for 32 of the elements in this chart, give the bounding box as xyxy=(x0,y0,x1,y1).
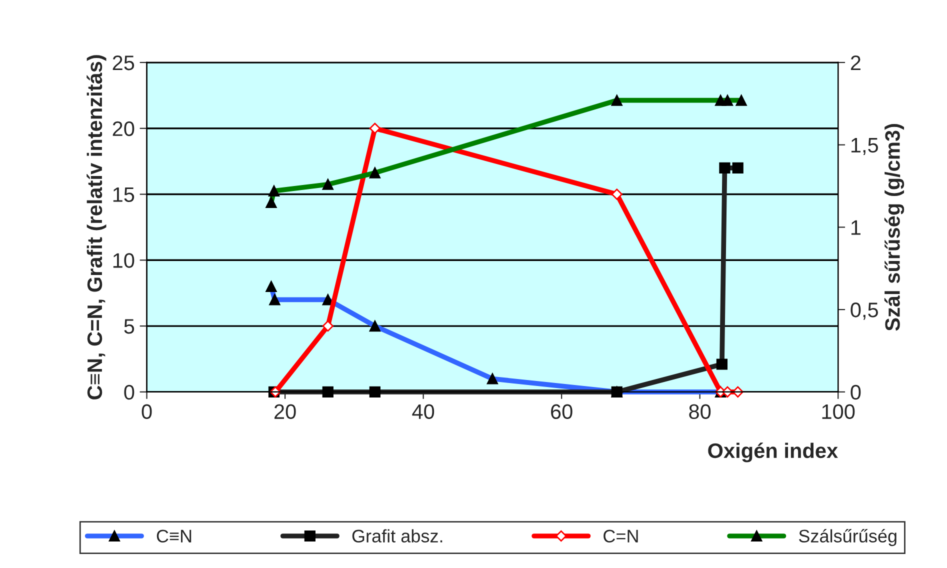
x-tick-label: 40 xyxy=(412,404,434,420)
legend-label: Szálsűrűség xyxy=(798,529,896,546)
y-tick-label: 20 xyxy=(112,121,134,136)
point xyxy=(369,386,380,398)
point xyxy=(732,162,744,174)
y2-tick-label: 2 xyxy=(850,55,860,70)
y2-tick-label: 1 xyxy=(851,220,860,235)
y-tick-label: 15 xyxy=(113,187,134,202)
x-tick-label: 80 xyxy=(689,404,711,420)
y-axis-title: C≡N, C=N, Grafit (relatív intenzitás) xyxy=(86,55,106,400)
legend-label: C≡N xyxy=(156,530,192,542)
point xyxy=(322,320,334,332)
legend-label: C=N xyxy=(604,530,638,542)
x-axis-title: Oxigén index xyxy=(708,442,838,462)
x-tick-label: 100 xyxy=(822,404,855,420)
x-tick-label: 0 xyxy=(142,404,152,420)
y2-axis-title: Szál sűrűség (g/cm3) xyxy=(884,124,904,331)
y-tick-label: 5 xyxy=(124,319,134,334)
point xyxy=(322,386,334,398)
point xyxy=(369,122,381,134)
y2-tick-label: 0,5 xyxy=(850,302,878,320)
point xyxy=(719,162,730,174)
point xyxy=(716,358,728,370)
y-tick-label: 10 xyxy=(113,253,134,268)
x-tick-label: 60 xyxy=(551,404,572,420)
x-tick-label: 20 xyxy=(274,404,296,420)
y2-tick-label: 1,5 xyxy=(851,138,878,156)
y2-tick-label: 0 xyxy=(850,384,861,400)
point xyxy=(611,188,622,200)
y-tick-label: 0 xyxy=(124,384,134,400)
y-tick-label: 25 xyxy=(112,55,134,70)
legend-label: Grafit absz. xyxy=(352,529,442,542)
